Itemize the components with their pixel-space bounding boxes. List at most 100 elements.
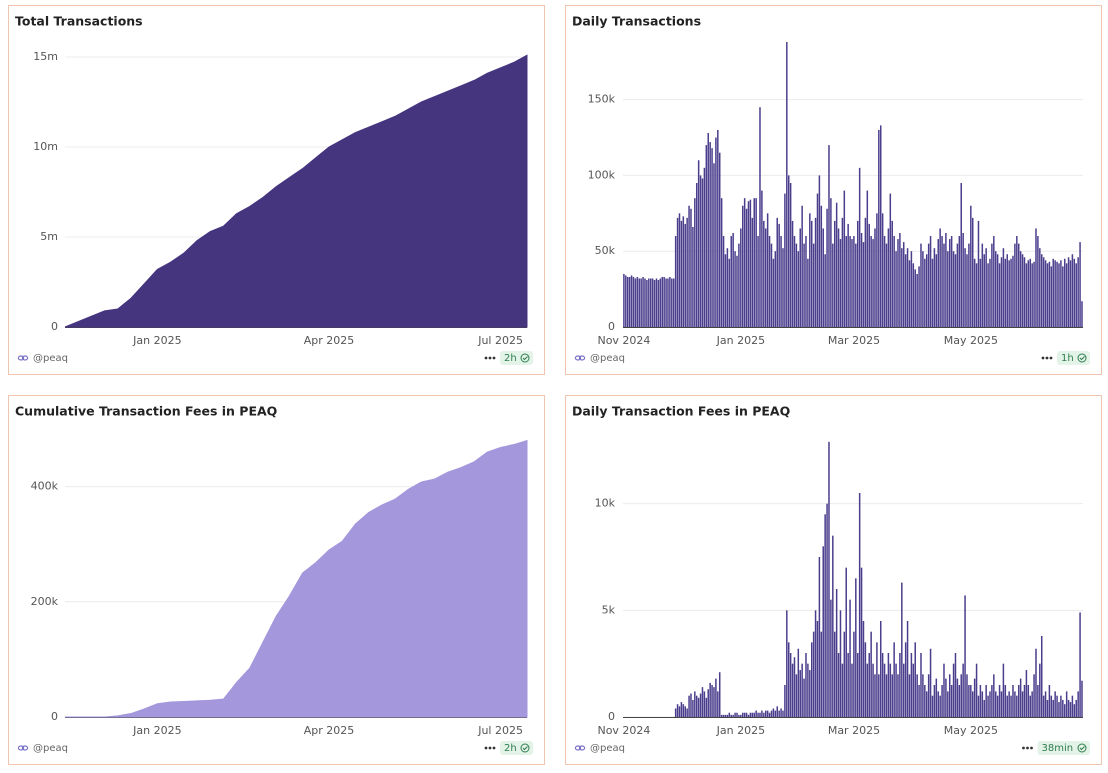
bar [803,243,805,327]
bar [649,278,652,327]
bar [690,693,692,717]
bar [960,674,962,717]
bar [1075,699,1077,717]
bar [640,278,642,327]
bar [724,714,727,717]
bar [720,198,723,327]
bar [851,239,853,327]
bar [851,663,853,717]
bar [778,223,780,327]
bar [889,663,892,717]
bar [879,125,882,328]
bar [845,567,847,717]
bar [766,213,769,327]
bar [989,258,991,327]
bar [807,258,809,327]
bar [1008,260,1010,327]
menu-dot[interactable] [484,356,488,360]
bar [918,685,920,717]
bar [810,642,813,717]
bar [1019,678,1022,717]
bar [1033,674,1035,717]
bar [720,714,723,717]
bar [941,236,943,327]
y-tick-label: 10m [33,140,58,153]
bar [1081,680,1083,717]
bar [1062,699,1064,717]
menu-dot[interactable] [488,746,492,750]
bar [937,691,939,717]
bar [947,251,949,327]
bar [797,251,800,327]
bar [973,678,976,717]
bar [701,178,704,327]
bar [789,653,792,717]
update-badge [1037,741,1090,755]
bar [985,248,987,327]
bar [860,567,863,717]
bar [968,685,970,717]
panel: Cumulative Transaction Fees in PEAQ 0 200k… [8,395,545,765]
bar [1016,236,1018,327]
bar [950,685,953,717]
menu-dot[interactable] [1030,746,1033,750]
bar [812,243,815,327]
bar [870,236,872,327]
bar [948,239,951,327]
bar [837,228,840,327]
menu-dot[interactable] [488,356,492,360]
bar [741,712,744,717]
bar [979,258,982,327]
bar [814,610,817,717]
bar [718,672,721,717]
bar [924,258,926,327]
bar [933,685,936,717]
bar [709,142,711,327]
bar [715,678,717,717]
bar [1029,258,1031,327]
bar [1046,699,1049,717]
y-tick-label: 400k [31,480,59,493]
bar [766,710,769,717]
bar [993,674,995,717]
bar [839,610,842,717]
x-tick-label: Mar 2025 [828,334,880,347]
menu-dot[interactable] [1026,746,1029,750]
bar [872,239,874,327]
menu-dot[interactable] [1022,746,1025,750]
y-tick-label: 0 [608,710,615,723]
bar [837,653,840,717]
bar [1031,691,1033,717]
bar [734,712,736,717]
bar [755,710,757,717]
bar [745,208,748,327]
bar [1062,266,1064,327]
menu-dot[interactable] [492,746,496,750]
menu-dot[interactable] [1049,356,1053,360]
check-icon [1079,356,1085,361]
bar [814,217,817,327]
bar [763,712,765,717]
menu-dot[interactable] [492,356,496,360]
bar [799,228,801,327]
bar [964,248,966,327]
menu-dot[interactable] [484,746,488,750]
bar [672,278,675,327]
bar [634,278,637,327]
bar [787,642,790,717]
bar [764,228,767,327]
menu-dot[interactable] [1041,356,1045,360]
bar [730,236,732,327]
bar [996,254,999,327]
check-icon [520,743,530,753]
menu-dot[interactable] [1045,356,1049,360]
bar [751,712,754,717]
bar [1054,691,1056,717]
area [65,439,528,718]
bar [985,685,987,717]
y-tick-label: 0 [51,320,58,333]
bar [952,251,955,327]
bar [1039,663,1041,717]
bar [770,243,773,327]
bar [887,653,890,717]
